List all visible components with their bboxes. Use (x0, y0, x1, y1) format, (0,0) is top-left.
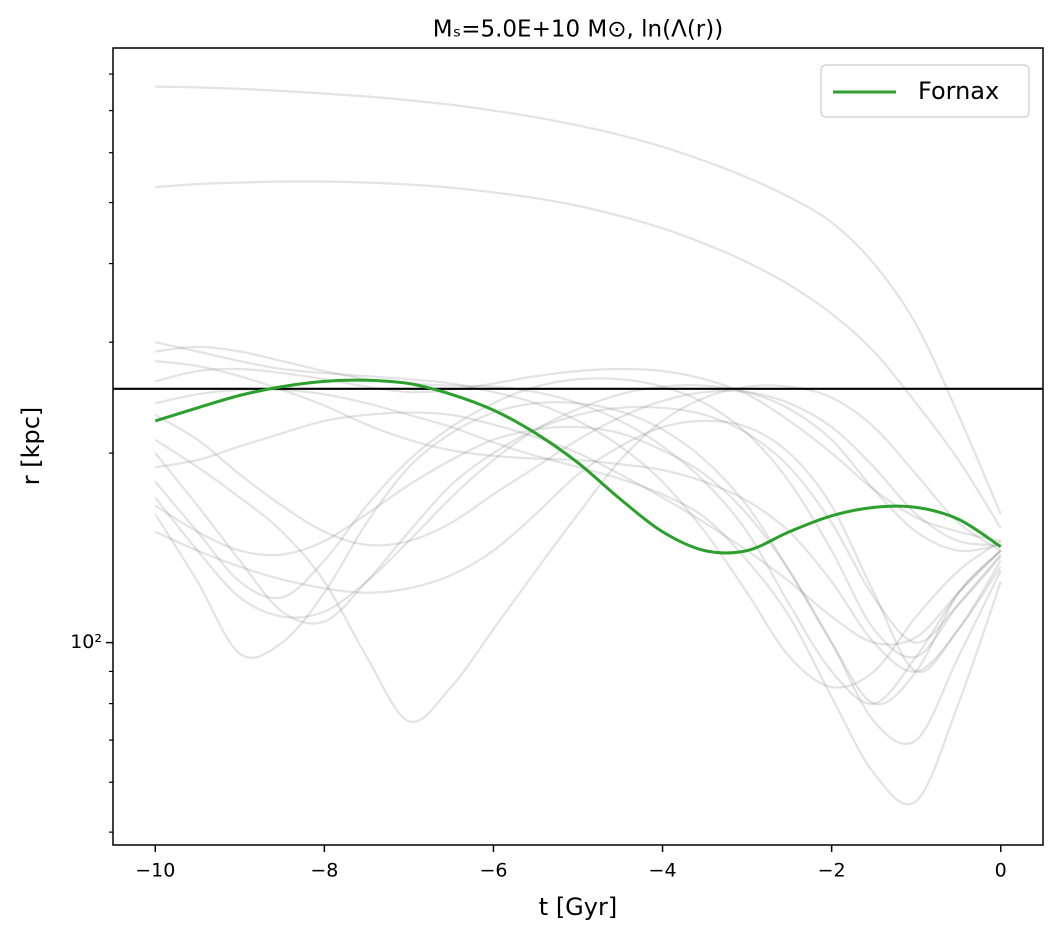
trajectory-line (155, 367, 1001, 543)
trajectory-line (155, 180, 1002, 529)
x-tick-label: 0 (995, 860, 1007, 882)
trajectory-line (154, 401, 1002, 706)
legend-box (820, 64, 1030, 118)
trajectory-line (154, 389, 1001, 547)
y-axis-label: r [kpc] (17, 407, 45, 486)
trajectory-line (155, 388, 1002, 806)
x-tick-label: −2 (818, 860, 846, 882)
plot-area (113, 85, 1043, 806)
x-axis-label: t [Gyr] (539, 893, 617, 921)
y-tick-label: 10² (70, 631, 102, 653)
trajectory-line (154, 384, 1001, 619)
axes-frame (112, 47, 1044, 846)
trajectory-line (155, 341, 1002, 689)
trajectory-line (154, 384, 1002, 723)
trajectory-line (155, 360, 1002, 673)
trajectory-line (154, 377, 1002, 659)
x-tick-label: −4 (649, 860, 677, 882)
trajectory-line (154, 425, 1002, 746)
trajectory-line (154, 405, 1002, 644)
trajectory-line (155, 345, 1002, 705)
trajectory-line (155, 411, 1002, 646)
legend: Fornax (820, 64, 1030, 118)
trajectory-line (154, 419, 1002, 674)
x-tick-label: −6 (479, 860, 507, 882)
x-tick-label: −10 (135, 860, 175, 882)
x-tick-label: −8 (310, 860, 338, 882)
series-line (154, 378, 1002, 555)
legend-label: Fornax (918, 77, 999, 105)
chart-title: Mₛ=5.0E+10 M⊙, ln(Λ(r)) (433, 17, 723, 43)
trajectory-line (155, 85, 1002, 515)
